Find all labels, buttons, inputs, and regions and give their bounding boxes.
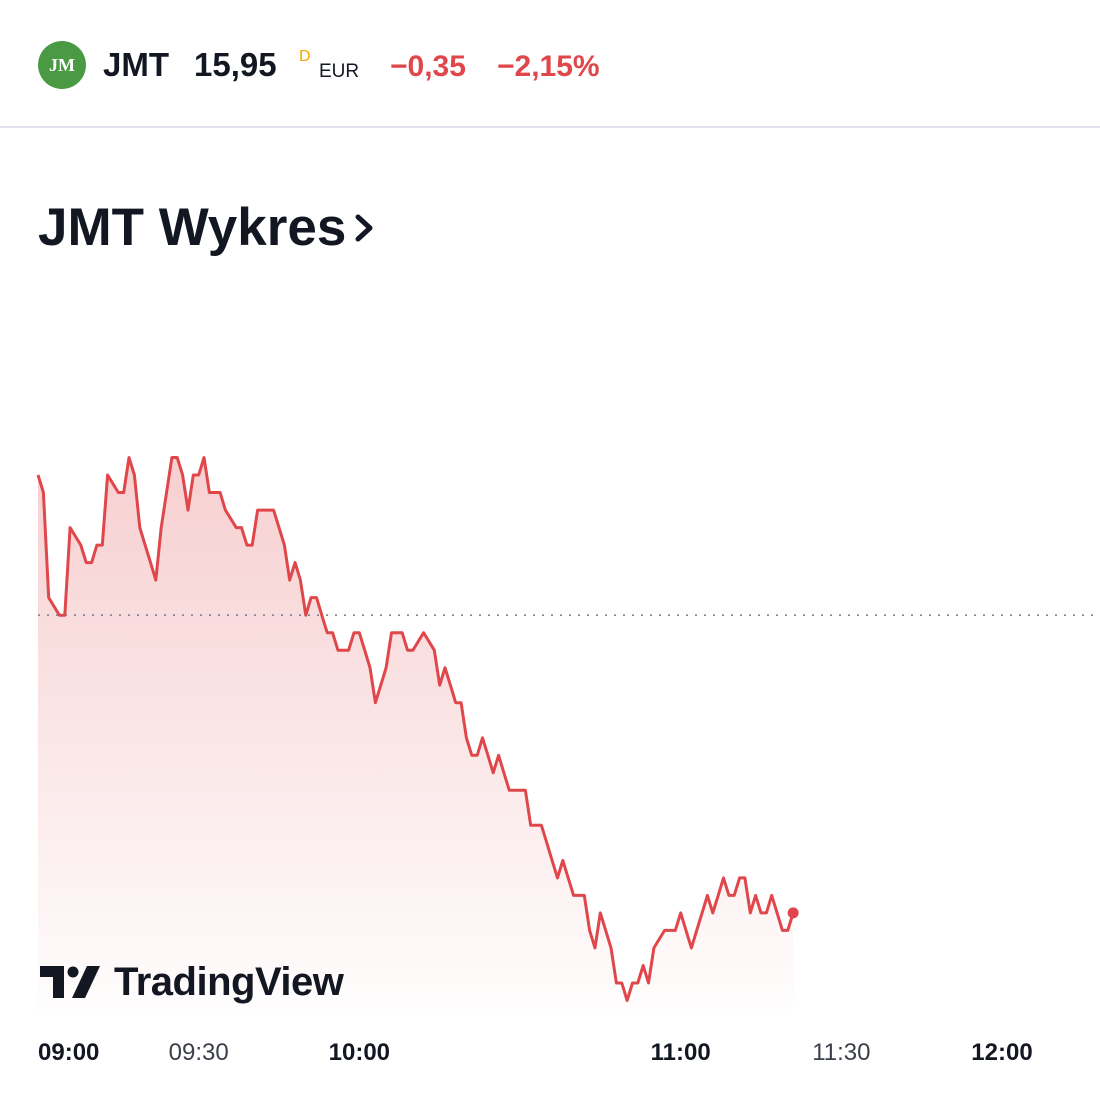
series-area-fill [38,457,794,1014]
time-axis-label: 10:00 [328,1039,391,1066]
tradingview-logo[interactable]: TradingView [40,960,344,1005]
price-chart[interactable] [0,300,1100,1030]
ticker-symbol: JMT [103,46,169,83]
chart-section-link[interactable]: JMT Wykres [38,198,376,258]
quote-header: JM JMT 15,95 D EUR −0,35 −2,15% [0,0,1100,128]
tradingview-logo-icon [40,965,100,998]
last-price: 15,95 [194,46,277,83]
time-axis-label: 12:00 [971,1039,1033,1066]
price-series-line [36,456,795,1002]
last-price-point [787,907,799,919]
time-axis-label: 11:30 [812,1039,871,1066]
price-change-percent: −2,15% [497,50,600,83]
chevron-right-icon [354,211,376,245]
time-axis-label: 09:30 [168,1039,229,1066]
delayed-data-flag: D [299,48,311,65]
currency-code: EUR [319,61,360,82]
price-change: −0,35 [390,50,466,83]
company-logo: JM [38,41,86,89]
time-axis-label: 09:00 [38,1039,100,1066]
chart-section-title: JMT Wykres [38,198,347,257]
time-axis-label: 11:00 [650,1039,711,1066]
tradingview-wordmark: TradingView [114,960,344,1004]
